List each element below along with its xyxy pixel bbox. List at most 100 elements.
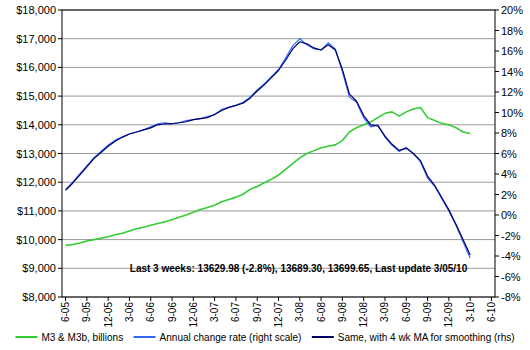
y2-tick-label: 6% <box>501 148 517 160</box>
x-tick-label: 3-09 <box>379 302 390 322</box>
y-tick <box>58 38 62 39</box>
x-tick-label: 9-06 <box>167 302 178 322</box>
x-tick <box>172 297 173 301</box>
y-tick <box>58 96 62 97</box>
x-tick-label: 6-08 <box>316 302 327 322</box>
y2-tick-label: 18% <box>501 25 523 37</box>
x-tick <box>491 297 492 301</box>
x-tick <box>108 297 109 301</box>
x-tick-label: 6-06 <box>145 302 156 322</box>
x-tick <box>193 297 194 301</box>
y-tick-label: $17,000 <box>16 33 56 45</box>
series-group <box>66 39 471 258</box>
y-tick-label: $13,000 <box>16 148 56 160</box>
y2-tick <box>495 153 499 154</box>
y-tick <box>58 153 62 154</box>
x-tick-label: 6-09 <box>401 302 412 322</box>
x-tick-label: 12-09 <box>443 302 454 328</box>
x-tick <box>427 297 428 301</box>
y-tick-label: $14,000 <box>16 119 56 131</box>
x-tick-label: 9-08 <box>337 302 348 322</box>
y2-tick-label: -6% <box>501 271 521 283</box>
y-tick <box>58 182 62 183</box>
grid-line <box>62 210 495 211</box>
x-tick-label: 12-07 <box>273 302 284 328</box>
x-tick <box>406 297 407 301</box>
y2-tick-label: -4% <box>501 250 521 262</box>
x-tick-label: 3-10 <box>465 302 476 322</box>
x-tick <box>448 297 449 301</box>
x-tick-label: 12-08 <box>358 302 369 328</box>
y-tick-label: $12,000 <box>16 176 56 188</box>
x-tick <box>342 297 343 301</box>
x-tick-label: 12-05 <box>103 302 114 328</box>
series-line <box>66 39 471 258</box>
x-tick <box>470 297 471 301</box>
legend-swatch <box>134 336 156 338</box>
background <box>0 0 530 350</box>
y-tick-label: $10,000 <box>16 234 56 246</box>
x-tick <box>214 297 215 301</box>
x-tick-label: 3-06 <box>124 302 135 322</box>
y2-tick <box>495 51 499 52</box>
y-tick <box>58 10 62 11</box>
y2-tick-label: -8% <box>501 291 521 303</box>
x-tick <box>235 297 236 301</box>
y-tick <box>58 297 62 298</box>
legend-swatch <box>312 336 334 338</box>
x-tick-label: 6-10 <box>486 302 497 322</box>
y2-tick <box>495 92 499 93</box>
plot-frame <box>62 10 495 297</box>
y2-tick-label: 20% <box>501 4 523 16</box>
y2-tick <box>495 112 499 113</box>
x-tick <box>299 297 300 301</box>
y2-tick-label: 8% <box>501 127 517 139</box>
x-tick-label: 6-05 <box>60 302 71 322</box>
y2-tick <box>495 133 499 134</box>
y2-tick <box>495 235 499 236</box>
legend-label: Annual change rate (right scale) <box>160 332 302 343</box>
grid-line <box>62 96 495 97</box>
grid-line <box>62 239 495 240</box>
annotation: Last 3 weeks: 13629.98 (-2.8%), 13689.30… <box>130 263 468 274</box>
y2-tick <box>495 30 499 31</box>
x-tick-label: 3-07 <box>209 302 220 322</box>
y2-tick <box>495 194 499 195</box>
grid-line <box>62 153 495 154</box>
y2-tick-label: 12% <box>501 86 523 98</box>
y-tick <box>58 124 62 125</box>
y2-tick-label: 0% <box>501 209 517 221</box>
x-tick-label: 9-05 <box>81 302 92 322</box>
y-tick-label: $9,000 <box>22 262 56 274</box>
grid-line <box>62 38 495 39</box>
x-tick <box>65 297 66 301</box>
y2-tick-label: 16% <box>501 45 523 57</box>
y2-tick-label: 10% <box>501 107 523 119</box>
y2-tick-label: 4% <box>501 168 517 180</box>
x-tick-label: 9-07 <box>252 302 263 322</box>
x-tick-label: 6-07 <box>230 302 241 322</box>
y2-tick <box>495 297 499 298</box>
y2-tick <box>495 256 499 257</box>
series-line <box>66 108 471 246</box>
y-tick <box>58 239 62 240</box>
grid-line <box>62 124 495 125</box>
x-tick <box>150 297 151 301</box>
chart: $8,000$9,000$10,000$11,000$12,000$13,000… <box>0 0 530 350</box>
y-tick-label: $15,000 <box>16 90 56 102</box>
x-tick-label: 12-06 <box>188 302 199 328</box>
y2-tick <box>495 10 499 11</box>
y2-tick-label: 2% <box>501 189 517 201</box>
x-tick <box>363 297 364 301</box>
y-tick-label: $18,000 <box>16 4 56 16</box>
x-tick <box>86 297 87 301</box>
y-tick <box>58 268 62 269</box>
legend-label: Same, with 4 wk MA for smoothing (rhs) <box>338 332 515 343</box>
y2-tick <box>495 276 499 277</box>
y-tick-label: $16,000 <box>16 61 56 73</box>
y2-tick-label: -2% <box>501 230 521 242</box>
grid-line <box>62 67 495 68</box>
y-tick-label: $11,000 <box>17 205 56 217</box>
y-tick <box>58 210 62 211</box>
x-tick <box>257 297 258 301</box>
